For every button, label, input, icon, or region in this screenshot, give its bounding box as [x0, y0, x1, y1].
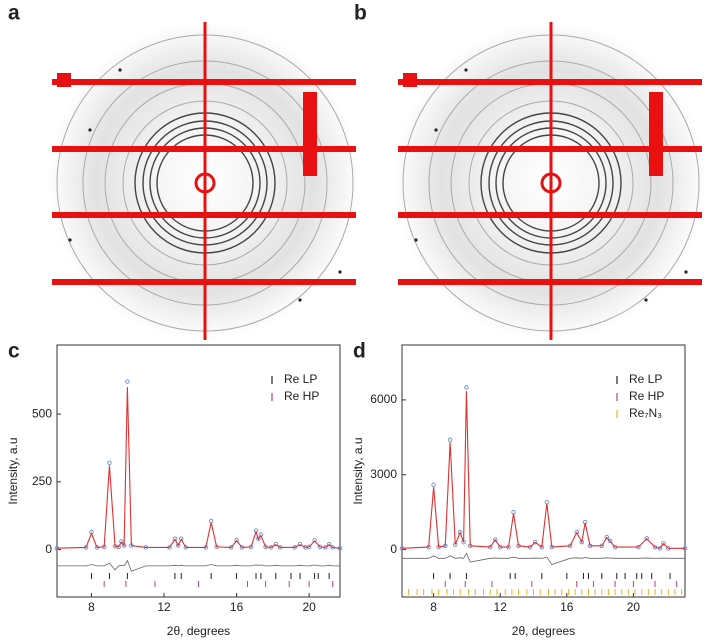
beamstop-bar: [398, 212, 702, 218]
observed-point: [125, 379, 130, 384]
speck: [644, 298, 648, 302]
legend-label: Re₇N₃: [629, 406, 662, 420]
observed-point: [574, 529, 580, 535]
speck: [434, 128, 438, 132]
legend-label: Re LP: [284, 372, 317, 386]
x-tick-label: 20: [627, 600, 641, 614]
speck: [414, 238, 418, 242]
x-axis-label: 2θ, degrees: [167, 624, 230, 638]
y-tick-label: 0: [390, 542, 397, 556]
center-spot: [194, 172, 216, 194]
speck: [464, 68, 468, 72]
speck: [68, 238, 72, 242]
y-tick-label: 6000: [370, 392, 397, 406]
x-tick-label: 16: [230, 600, 244, 614]
beamstop-bar: [398, 79, 702, 85]
observed-point: [604, 534, 610, 540]
observed-point: [297, 541, 303, 547]
y-axis-label: Intensity, a.u: [6, 437, 20, 504]
observed-point: [464, 385, 469, 390]
observed-point: [234, 537, 239, 543]
observed-point: [431, 482, 436, 487]
beamstop-bar: [398, 146, 702, 152]
speck: [684, 270, 688, 274]
observed-point: [532, 539, 538, 545]
legend-label: Re LP: [629, 372, 662, 386]
y-tick-label: 3000: [370, 467, 397, 481]
x-tick-label: 16: [560, 600, 574, 614]
observed-point: [447, 437, 453, 443]
observed-point: [107, 460, 112, 466]
observed-point: [661, 541, 666, 546]
legend-label: Re HP: [284, 389, 319, 403]
beamstop-block: [303, 92, 317, 176]
x-tick-label: 20: [302, 600, 316, 614]
x-tick-label: 8: [88, 600, 95, 614]
beamstop-bar: [52, 212, 356, 218]
speck: [88, 128, 92, 132]
observed-point: [492, 537, 498, 542]
center-spot: [540, 172, 562, 194]
beamstop-bar: [52, 279, 356, 285]
beamstop-bar: [52, 146, 356, 152]
x-tick-label: 12: [157, 600, 171, 614]
x-axis-label: 2θ, degrees: [512, 624, 575, 638]
speck: [338, 270, 342, 274]
panel-label: a: [8, 2, 20, 25]
observed-point: [179, 536, 184, 541]
calculated-curve: [401, 391, 685, 549]
observed-point: [172, 536, 178, 541]
observed-point: [273, 541, 279, 547]
beamstop-square: [57, 73, 71, 87]
beamstop-bar: [52, 79, 356, 85]
observed-point: [644, 536, 649, 541]
difference-curve: [402, 552, 685, 566]
y-tick-label: 0: [45, 542, 52, 556]
observed-point: [607, 538, 613, 544]
speck: [298, 298, 302, 302]
y-axis-label: Intensity, a.u: [351, 437, 365, 504]
observed-point: [175, 543, 181, 548]
beamstop-square: [403, 73, 417, 87]
x-tick-label: 12: [494, 600, 508, 614]
diffraction-image: [48, 22, 360, 340]
calculated-curve: [56, 386, 341, 549]
speck: [118, 68, 122, 72]
difference-curve: [57, 559, 340, 572]
diffraction-image: [394, 22, 706, 340]
y-tick-label: 250: [32, 474, 52, 488]
plot-frame: [56, 344, 341, 598]
panel-label: d: [353, 340, 366, 363]
y-tick-label: 500: [32, 406, 52, 420]
observed-point: [119, 539, 124, 544]
panel-label: c: [8, 340, 20, 363]
beamstop-block: [649, 92, 663, 176]
observed-point: [256, 536, 261, 541]
panel-label: b: [354, 2, 367, 25]
legend-label: Re HP: [629, 389, 664, 403]
plot-frame: [401, 344, 686, 598]
observed-point: [326, 541, 332, 547]
observed-point: [312, 537, 317, 543]
x-tick-label: 8: [430, 600, 437, 614]
beamstop-bar: [398, 279, 702, 285]
